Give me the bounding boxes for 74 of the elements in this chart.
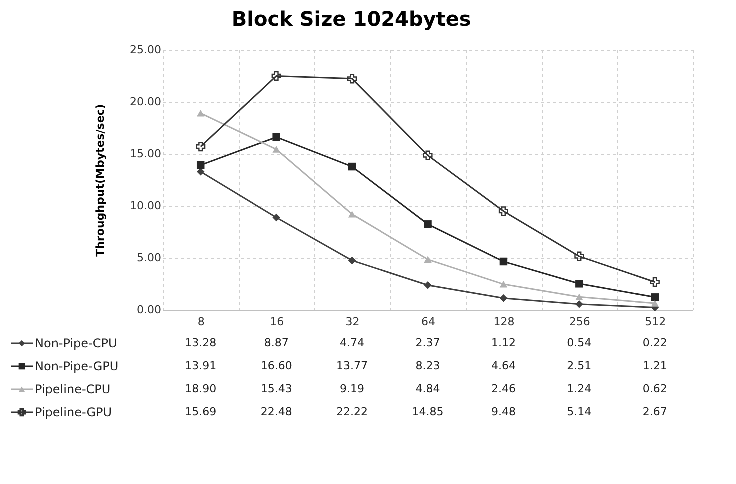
y-tick-label: 0.00 [137,304,162,316]
x-tick-label: 32 [346,316,360,328]
point [574,252,584,262]
point [272,71,282,81]
point [576,294,584,300]
point [348,256,356,265]
point [196,168,205,176]
data-label: 1.12 [491,336,516,350]
y-tick-label: 20.00 [130,96,162,108]
point [424,256,432,264]
x-tick-label: 8 [198,316,205,328]
point [272,214,280,222]
chart-title: Block Size 1024bytes [232,7,472,31]
data-label: 13.28 [185,336,217,350]
legend-label: Pipeline-GPU [35,406,112,420]
data-label: 4.64 [491,360,516,372]
point [196,161,205,170]
data-label: 0.22 [642,336,668,350]
point [500,294,508,302]
point [348,211,356,218]
y-axis-title: Throughput(Mbytes/sec) [94,104,108,257]
y-tick-label: 25.00 [130,44,162,56]
x-tick-label: 128 [494,316,515,328]
point [500,281,508,288]
point [424,281,432,290]
y-tick-label: 10.00 [130,200,162,212]
point [651,294,660,302]
point [348,162,356,171]
data-label: 16.60 [260,360,292,372]
point [424,220,432,228]
data-label: 2.67 [642,406,668,418]
point [272,146,280,153]
point [423,150,433,160]
point [650,277,660,288]
data-label: 4.74 [340,336,365,350]
x-tick-label: 512 [645,316,666,328]
legend-label: Non-Pipe-GPU [35,360,119,374]
legend-label: Pipeline-CPU [35,382,111,396]
point [348,74,358,84]
data-label: 1.21 [642,360,668,372]
point [576,280,584,288]
data-label: 8.87 [264,336,289,350]
data-label: 8.23 [416,360,440,372]
data-label: 1.24 [567,382,592,396]
x-tick-label: 64 [422,316,436,328]
x-tick-label: 16 [270,316,284,328]
point [196,142,206,152]
point [500,258,508,266]
y-tick-label: 15.00 [130,148,162,160]
data-label: 2.46 [491,382,516,396]
data-label: 9.48 [491,406,516,418]
data-label: 9.19 [340,382,365,396]
point [576,300,584,308]
data-label: 2.37 [416,336,440,350]
data-label: 14.85 [412,406,444,418]
y-tick-label: 5.00 [137,252,162,264]
point [196,110,205,117]
data-label: 18.90 [185,382,217,396]
data-label: 22.22 [336,406,368,418]
data-label: 5.14 [567,406,592,418]
data-label: 15.69 [185,406,217,418]
data-label: 2.51 [567,360,592,372]
point [498,206,508,216]
data-label: 0.62 [642,382,668,396]
x-tick-label: 256 [569,316,590,328]
data-label: 13.91 [185,360,217,372]
data-label: 0.54 [567,336,592,350]
data-label: 22.48 [260,406,292,418]
point [272,133,280,142]
data-label: 13.77 [336,360,368,372]
legend-label: Non-Pipe-CPU [35,336,118,350]
point [651,300,660,307]
data-label: 15.43 [260,382,292,396]
data-label: 4.84 [416,382,440,396]
